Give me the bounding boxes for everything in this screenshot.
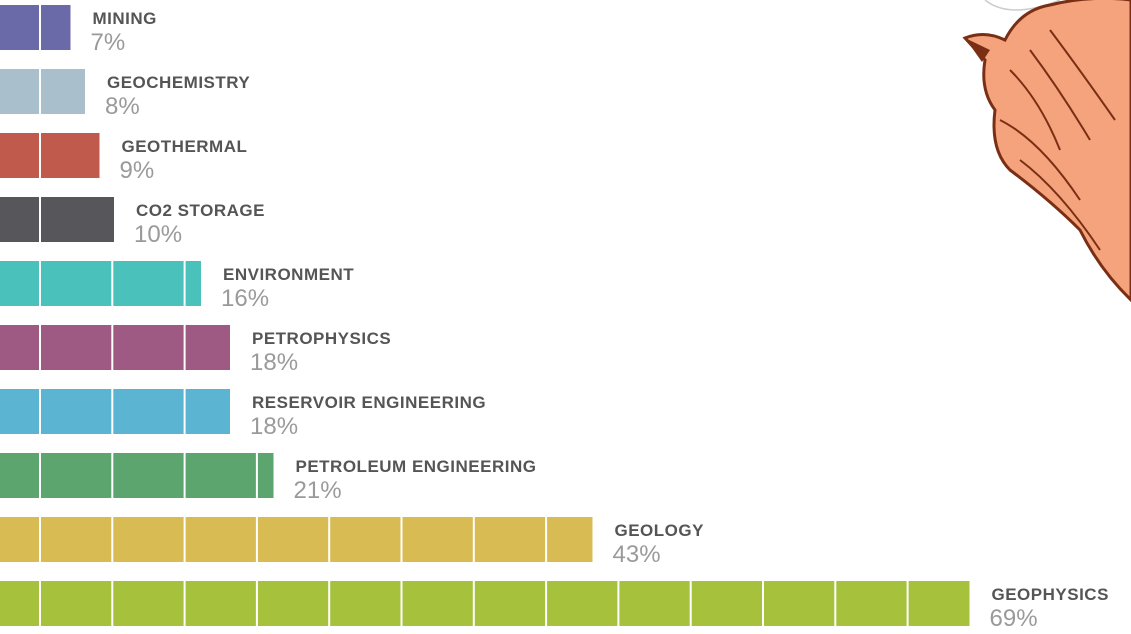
chart: MINING7% GEOCHEMISTRY8% GEOTHERMAL9% CO2 ST…	[0, 0, 1131, 634]
bar	[0, 5, 71, 50]
category-label: GEOTHERMAL	[122, 137, 248, 156]
value-label: 21%	[294, 477, 342, 504]
value-label: 18%	[250, 413, 298, 440]
category-label: ENVIRONMENT	[223, 265, 354, 284]
bar	[0, 389, 230, 434]
category-label: MINING	[93, 9, 157, 28]
value-label: 9%	[120, 157, 155, 184]
bar	[0, 517, 593, 562]
value-label: 43%	[613, 541, 661, 568]
value-label: 69%	[990, 605, 1038, 632]
category-label: PETROLEUM ENGINEERING	[296, 457, 537, 476]
category-label: PETROPHYSICS	[252, 329, 391, 348]
bar	[0, 453, 274, 498]
category-label: CO2 STORAGE	[136, 201, 265, 220]
bar	[0, 197, 114, 242]
category-label: GEOLOGY	[615, 521, 705, 540]
bar	[0, 261, 201, 306]
category-label: RESERVOIR ENGINEERING	[252, 393, 486, 412]
bird-illustration	[965, 0, 1131, 300]
value-label: 7%	[91, 29, 126, 56]
category-label: GEOPHYSICS	[992, 585, 1109, 604]
bar	[0, 325, 230, 370]
bar	[0, 581, 970, 626]
category-label: GEOCHEMISTRY	[107, 73, 250, 92]
value-label: 18%	[250, 349, 298, 376]
bar	[0, 69, 85, 114]
value-label: 10%	[134, 221, 182, 248]
value-label: 16%	[221, 285, 269, 312]
bar	[0, 133, 100, 178]
value-label: 8%	[105, 93, 140, 120]
